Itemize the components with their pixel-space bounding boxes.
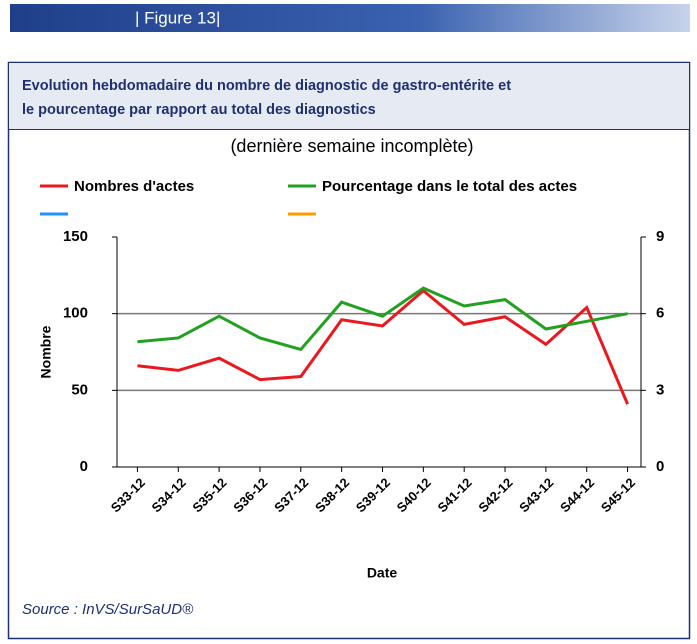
header-label: | Figure 13| [135, 8, 220, 27]
y2-tick-label: 3 [656, 381, 664, 398]
subtitle: (dernière semaine incomplète) [230, 136, 473, 156]
y-tick-label: 100 [63, 305, 88, 322]
y2-tick-label: 9 [656, 228, 664, 245]
frame [7, 61, 691, 640]
chart-title-continued: le pourcentage par rapport au total des … [22, 102, 376, 118]
chart-title-1: Evolution hebdomadaire du nombre de diag… [22, 78, 511, 94]
legend-label: Pourcentage dans le total des actes [322, 178, 577, 195]
y-axis-label: Nombre [38, 325, 54, 378]
y-tick-label: 50 [71, 381, 88, 398]
y2-tick-label: 6 [656, 305, 664, 322]
source: Source : InVS/SurSaUD® [22, 601, 194, 618]
y2-tick-label: 0 [656, 458, 664, 475]
y-tick-label: 0 [80, 458, 88, 475]
header-bar [10, 4, 690, 32]
title-band [9, 63, 689, 129]
x-axis-label: Date [367, 565, 398, 581]
legend-label: Nombres d'actes [74, 178, 194, 195]
y-tick-label: 150 [63, 228, 88, 245]
series-line [137, 288, 629, 405]
series-line [137, 286, 628, 352]
